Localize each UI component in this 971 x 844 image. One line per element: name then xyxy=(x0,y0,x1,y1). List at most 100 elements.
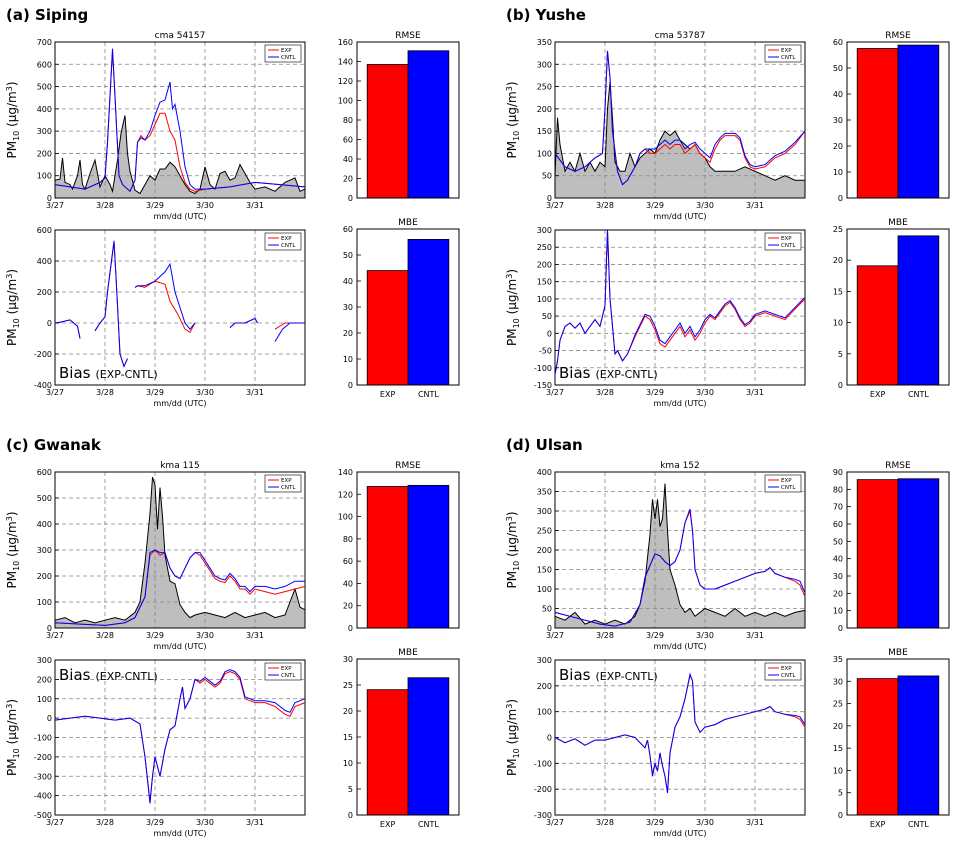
line-legend-box xyxy=(764,44,802,63)
timeseries-ytick-label: 100 xyxy=(537,585,552,594)
rmse-bar-cntl xyxy=(897,478,940,629)
mbe-ytick-label: 20 xyxy=(343,329,353,338)
mbe-ytick-label: 25 xyxy=(833,225,843,234)
rmse-title: RMSE xyxy=(395,31,421,41)
rmse-ytick-label: 40 xyxy=(833,90,843,99)
bias-ytick-label: 250 xyxy=(537,243,552,252)
bias-xtick-label: 3/31 xyxy=(246,818,264,827)
rmse-ytick-label: 10 xyxy=(833,607,843,616)
bias-ytick-label: -200 xyxy=(534,785,552,794)
rmse-bar-cntl xyxy=(407,484,450,629)
bias-ytick-label: -500 xyxy=(34,811,52,820)
rmse-ytick-label: 50 xyxy=(833,64,843,73)
timeseries-ytick-label: 100 xyxy=(37,172,52,181)
timeseries-ytick-label: 0 xyxy=(47,194,52,203)
mbe-ytick-label: 40 xyxy=(343,277,353,286)
timeseries-ytick-label: 0 xyxy=(547,194,552,203)
mbe-category-label: CNTL xyxy=(908,390,929,399)
panel-label: (d) Ulsan xyxy=(506,436,583,454)
rmse-frame xyxy=(846,41,950,199)
bias-xtick-label: 3/30 xyxy=(696,388,714,397)
bias-xlabel: mm/dd (UTC) xyxy=(653,829,706,838)
timeseries-xtick-label: 3/29 xyxy=(146,631,164,640)
timeseries-ytick-label: 500 xyxy=(37,494,52,503)
timeseries-ylabel: PM10 (μg/m3) xyxy=(505,511,521,588)
mbe-category-label: EXP xyxy=(870,390,886,399)
bias-frame xyxy=(554,229,806,386)
timeseries-ytick-label: 0 xyxy=(47,624,52,633)
cntl-line xyxy=(54,549,305,626)
timeseries-xtick-label: 3/28 xyxy=(596,201,614,210)
mbe-title: MBE xyxy=(888,218,908,228)
legend-cntl-label: CNTL xyxy=(781,673,796,679)
legend-cntl-label: CNTL xyxy=(781,485,796,491)
mbe-ytick-label: 5 xyxy=(348,785,353,794)
bias-ytick-label: -300 xyxy=(534,811,552,820)
timeseries-plot-bg xyxy=(55,472,305,628)
rmse-ytick-label: 0 xyxy=(838,194,843,203)
legend-exp-label: EXP xyxy=(281,48,292,54)
timeseries-xtick-label: 3/28 xyxy=(96,631,114,640)
timeseries-ytick-label: 600 xyxy=(37,468,52,477)
rmse-ytick-label: 30 xyxy=(833,572,843,581)
bias-annotation: Bias (EXP-CNTL) xyxy=(59,666,158,684)
bias-ytick-label: -300 xyxy=(34,772,52,781)
bias-cntl-line xyxy=(554,229,806,375)
timeseries-ylabel: PM10 (μg/m3) xyxy=(505,81,521,158)
bias-xtick-label: 3/28 xyxy=(96,818,114,827)
timeseries-frame xyxy=(554,471,806,629)
cntl-line xyxy=(54,48,306,193)
rmse-ytick-label: 10 xyxy=(833,168,843,177)
bias-ylabel: PM10 (μg/m3) xyxy=(5,269,21,346)
obs-line xyxy=(54,115,306,195)
bias-ytick-label: 200 xyxy=(537,682,552,691)
mbe-category-label: EXP xyxy=(380,820,396,829)
timeseries-ytick-label: 100 xyxy=(537,149,552,158)
bias-frame xyxy=(54,659,306,816)
timeseries-xtick-label: 3/29 xyxy=(146,201,164,210)
mbe-ytick-label: 20 xyxy=(833,722,843,731)
cntl-line xyxy=(554,508,806,627)
timeseries-ytick-label: 700 xyxy=(37,38,52,47)
rmse-ytick-label: 20 xyxy=(833,142,843,151)
timeseries-ytick-label: 50 xyxy=(542,172,552,181)
timeseries-xtick-label: 3/31 xyxy=(246,631,264,640)
bias-ytick-label: 200 xyxy=(537,260,552,269)
legend-exp-label: EXP xyxy=(781,478,792,484)
bias-ytick-label: 0 xyxy=(47,319,52,328)
timeseries-ytick-label: 200 xyxy=(537,105,552,114)
timeseries-frame xyxy=(54,471,306,629)
bias-ytick-label: 100 xyxy=(37,695,52,704)
timeseries-xtick-label: 3/31 xyxy=(746,631,764,640)
mbe-frame xyxy=(356,658,460,816)
bias-xtick-label: 3/29 xyxy=(146,818,164,827)
rmse-ytick-label: 120 xyxy=(338,77,353,86)
timeseries-ytick-label: 500 xyxy=(37,83,52,92)
bias-sub: (EXP-CNTL) xyxy=(95,670,157,683)
rmse-ytick-label: 30 xyxy=(833,116,843,125)
legend-cntl-label: CNTL xyxy=(281,243,296,249)
bias-ytick-label: 300 xyxy=(537,226,552,235)
timeseries-xtick-label: 3/28 xyxy=(96,201,114,210)
mbe-title: MBE xyxy=(888,648,908,658)
timeseries-ytick-label: 200 xyxy=(37,149,52,158)
mbe-bar-cntl xyxy=(897,675,940,816)
bias-xlabel: mm/dd (UTC) xyxy=(153,829,206,838)
panel-label: (c) Gwanak xyxy=(6,436,102,454)
bias-ytick-label: 0 xyxy=(547,734,552,743)
rmse-ytick-label: 20 xyxy=(343,175,353,184)
legend-cntl-label: CNTL xyxy=(281,485,296,491)
bias-frame xyxy=(54,229,306,386)
rmse-bar-exp xyxy=(366,64,409,199)
timeseries-xlabel: mm/dd (UTC) xyxy=(153,212,206,221)
mbe-category-label: CNTL xyxy=(418,820,439,829)
timeseries-ylabel: PM10 (μg/m3) xyxy=(5,81,21,158)
rmse-title: RMSE xyxy=(885,31,911,41)
bias-xtick-label: 3/30 xyxy=(696,818,714,827)
timeseries-ytick-label: 300 xyxy=(37,127,52,136)
bias-ytick-label: 50 xyxy=(542,312,552,321)
bias-ytick-label: -100 xyxy=(534,364,552,373)
